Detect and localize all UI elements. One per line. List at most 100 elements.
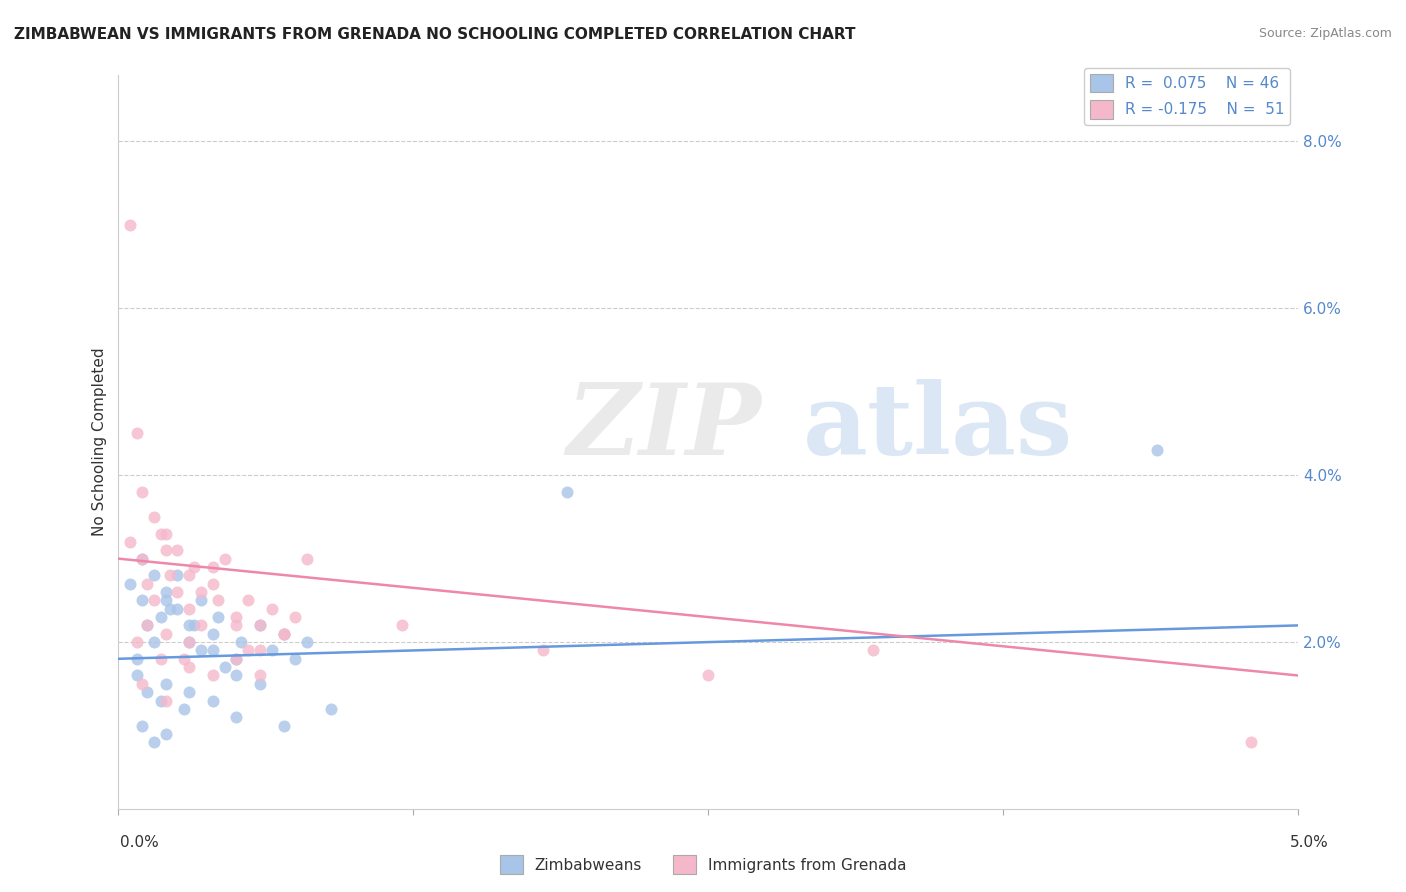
Point <box>249 618 271 632</box>
Point <box>131 484 153 499</box>
Point <box>214 660 236 674</box>
Point <box>1146 443 1168 458</box>
Point <box>555 484 578 499</box>
Point <box>238 593 260 607</box>
Point <box>131 593 153 607</box>
Point <box>120 535 142 549</box>
Point <box>273 626 295 640</box>
Point <box>120 218 142 232</box>
Point <box>155 693 177 707</box>
Point <box>214 551 236 566</box>
Point <box>179 568 201 582</box>
Point <box>159 568 181 582</box>
Point <box>183 560 205 574</box>
Point <box>159 601 181 615</box>
Point <box>166 601 188 615</box>
Point <box>273 718 295 732</box>
Point <box>201 693 224 707</box>
Point <box>225 618 247 632</box>
Point <box>319 702 342 716</box>
Point <box>225 668 247 682</box>
Text: 5.0%: 5.0% <box>1289 836 1329 850</box>
Legend: R =  0.075    N = 46, R = -0.175    N =  51: R = 0.075 N = 46, R = -0.175 N = 51 <box>1084 68 1291 125</box>
Point <box>249 643 271 657</box>
Point <box>249 668 271 682</box>
Point <box>225 610 247 624</box>
Point <box>142 510 165 524</box>
Point <box>190 593 212 607</box>
Point <box>155 585 177 599</box>
Text: ZIMBABWEAN VS IMMIGRANTS FROM GRENADA NO SCHOOLING COMPLETED CORRELATION CHART: ZIMBABWEAN VS IMMIGRANTS FROM GRENADA NO… <box>14 27 856 42</box>
Point <box>531 643 554 657</box>
Point <box>155 593 177 607</box>
Point <box>155 677 177 691</box>
Point <box>249 677 271 691</box>
Text: atlas: atlas <box>803 378 1073 475</box>
Point <box>179 618 201 632</box>
Point <box>166 585 188 599</box>
Point <box>183 618 205 632</box>
Point <box>155 626 177 640</box>
Point <box>284 652 307 666</box>
Point <box>391 618 413 632</box>
Point <box>179 601 201 615</box>
Point <box>273 626 295 640</box>
Point <box>135 618 157 632</box>
Point <box>201 643 224 657</box>
Y-axis label: No Schooling Completed: No Schooling Completed <box>93 348 107 536</box>
Point <box>190 585 212 599</box>
Point <box>120 576 142 591</box>
Point <box>249 618 271 632</box>
Point <box>127 635 149 649</box>
Point <box>207 610 229 624</box>
Point <box>155 526 177 541</box>
Point <box>862 643 884 657</box>
Point <box>225 652 247 666</box>
Point <box>284 610 307 624</box>
Point <box>201 560 224 574</box>
Point <box>201 626 224 640</box>
Point <box>131 677 153 691</box>
Point <box>225 710 247 724</box>
Point <box>155 543 177 558</box>
Point <box>697 668 720 682</box>
Point <box>149 693 172 707</box>
Point <box>142 568 165 582</box>
Point <box>229 635 252 649</box>
Point <box>260 643 283 657</box>
Point <box>155 727 177 741</box>
Point <box>127 668 149 682</box>
Point <box>131 551 153 566</box>
Point <box>127 652 149 666</box>
Point <box>135 576 157 591</box>
Point <box>149 610 172 624</box>
Point <box>166 568 188 582</box>
Point <box>179 660 201 674</box>
Text: Source: ZipAtlas.com: Source: ZipAtlas.com <box>1258 27 1392 40</box>
Point <box>190 618 212 632</box>
Point <box>173 702 195 716</box>
Point <box>201 576 224 591</box>
Point <box>207 593 229 607</box>
Point <box>179 635 201 649</box>
Point <box>166 543 188 558</box>
Text: 0.0%: 0.0% <box>120 836 159 850</box>
Point <box>149 526 172 541</box>
Point <box>142 735 165 749</box>
Point <box>131 718 153 732</box>
Point <box>179 635 201 649</box>
Point <box>127 426 149 441</box>
Point <box>179 685 201 699</box>
Point <box>1240 735 1263 749</box>
Point <box>135 685 157 699</box>
Point <box>149 652 172 666</box>
Legend: Zimbabweans, Immigrants from Grenada: Zimbabweans, Immigrants from Grenada <box>494 849 912 880</box>
Point <box>142 593 165 607</box>
Point <box>135 618 157 632</box>
Point <box>190 643 212 657</box>
Point <box>201 668 224 682</box>
Point <box>131 551 153 566</box>
Point <box>260 601 283 615</box>
Point <box>173 652 195 666</box>
Point <box>142 635 165 649</box>
